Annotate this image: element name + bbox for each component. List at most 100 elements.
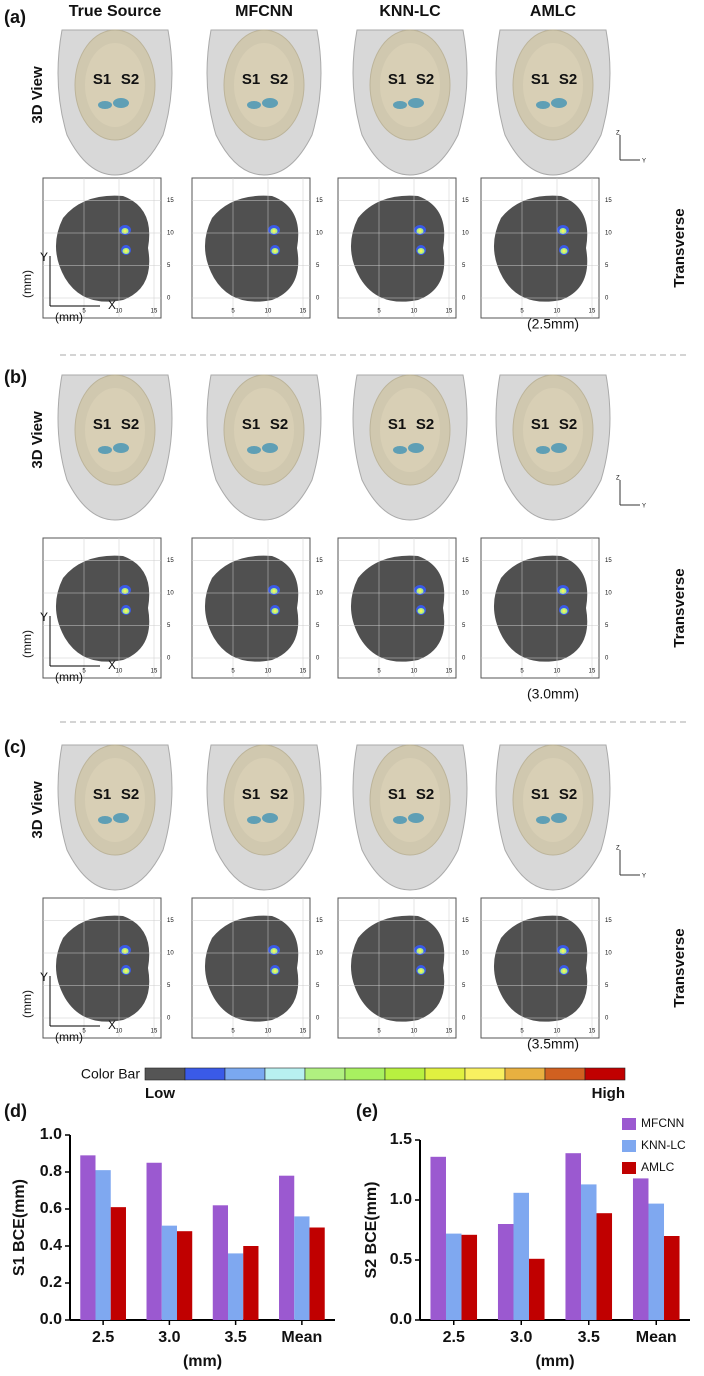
axis-3d-label: Z bbox=[616, 476, 620, 482]
transverse-slice: 0 5 10 15 5 10 15 bbox=[191, 537, 323, 679]
axis-glyph-label: X bbox=[108, 1018, 116, 1032]
slice-tick-label: 5 bbox=[231, 669, 235, 675]
slice-tick-label: 0 bbox=[462, 656, 466, 662]
axis-glyph-label: (mm) bbox=[20, 270, 34, 298]
source-blob bbox=[393, 101, 407, 109]
axis-3d-label: Y bbox=[642, 874, 646, 880]
y-tick-label: 0.0 bbox=[390, 1311, 412, 1328]
bar bbox=[497, 1224, 514, 1320]
axis-glyph-label: (mm) bbox=[20, 630, 34, 658]
column-header: KNN-LC bbox=[379, 3, 441, 20]
transverse-slice: 0 5 10 15 5 10 15 bbox=[480, 177, 612, 319]
color-bar-high: High bbox=[592, 1085, 625, 1102]
legend-swatch bbox=[622, 1140, 636, 1152]
transverse-slice: 0 5 10 15 5 10 15 bbox=[42, 897, 174, 1039]
slice-tick-label: 15 bbox=[300, 309, 307, 315]
color-bar-segment bbox=[384, 1067, 426, 1081]
activation-spot bbox=[272, 949, 276, 953]
activation-spot bbox=[418, 949, 422, 953]
activation-spot bbox=[124, 969, 128, 973]
slice-tick-label: 15 bbox=[167, 918, 174, 924]
bar bbox=[445, 1233, 462, 1320]
y-axis-label: S1 BCE(mm) bbox=[11, 1179, 28, 1276]
source-label: S1 bbox=[531, 416, 549, 433]
panel-label: (e) bbox=[356, 1101, 378, 1121]
slice-tick-label: 5 bbox=[82, 1029, 86, 1035]
slice-tick-label: 5 bbox=[377, 309, 381, 315]
transverse-slice: 0 5 10 15 5 10 15 bbox=[191, 897, 323, 1039]
tissue bbox=[350, 555, 445, 662]
slice-tick-label: 5 bbox=[605, 263, 609, 269]
source-label: S1 bbox=[242, 786, 260, 803]
slice-tick-label: 5 bbox=[377, 669, 381, 675]
x-axis-label: (mm) bbox=[535, 1353, 574, 1370]
y-tick-label: 1.5 bbox=[390, 1131, 412, 1148]
brain-3d-view: S1 S2 bbox=[57, 29, 173, 176]
brain-3d-view: S1 S2 bbox=[495, 29, 611, 176]
slice-tick-label: 15 bbox=[167, 558, 174, 564]
source-blob bbox=[536, 446, 550, 454]
slice-tick-label: 10 bbox=[265, 669, 272, 675]
slice-tick-label: 15 bbox=[316, 558, 323, 564]
source-label: S1 bbox=[388, 416, 406, 433]
source-label: S2 bbox=[559, 416, 577, 433]
tissue bbox=[493, 915, 588, 1022]
brain-3d-view: S1 S2 bbox=[352, 744, 468, 891]
slice-tick-label: 0 bbox=[462, 296, 466, 302]
activation-spot bbox=[562, 969, 566, 973]
slice-tick-label: 5 bbox=[167, 623, 171, 629]
bar bbox=[580, 1184, 597, 1320]
source-label: S2 bbox=[416, 786, 434, 803]
color-bar-segment bbox=[144, 1067, 186, 1081]
slice-tick-label: 5 bbox=[82, 669, 86, 675]
bar bbox=[243, 1246, 259, 1320]
slice-tick-label: 15 bbox=[589, 669, 596, 675]
slice-tick-label: 10 bbox=[316, 591, 323, 597]
y-tick-label: 0.5 bbox=[390, 1251, 412, 1268]
x-tick-label: 3.0 bbox=[158, 1329, 180, 1346]
activation-spot bbox=[124, 609, 128, 613]
source-blob bbox=[408, 98, 424, 108]
bar bbox=[529, 1258, 545, 1320]
source-blob bbox=[247, 101, 261, 109]
source-label: S1 bbox=[531, 786, 549, 803]
bar bbox=[110, 1207, 126, 1320]
slice-tick-label: 15 bbox=[167, 198, 174, 204]
slice-tick-label: 5 bbox=[82, 309, 86, 315]
slice-tick-label: 0 bbox=[316, 656, 320, 662]
source-label: S2 bbox=[416, 71, 434, 88]
slice-tick-label: 10 bbox=[411, 669, 418, 675]
tissue bbox=[493, 555, 588, 662]
slice-tick-label: 5 bbox=[520, 1029, 524, 1035]
slice-tick-label: 5 bbox=[316, 983, 320, 989]
slice-tick-label: 0 bbox=[167, 296, 171, 302]
source-label: S2 bbox=[270, 786, 288, 803]
slice-tick-label: 5 bbox=[605, 623, 609, 629]
slice-tick-label: 10 bbox=[554, 309, 561, 315]
color-bar-segment bbox=[344, 1067, 386, 1081]
slice-tick-label: 10 bbox=[605, 591, 612, 597]
slice-tick-label: 5 bbox=[462, 263, 466, 269]
bar bbox=[80, 1155, 96, 1320]
source-blob bbox=[262, 443, 278, 453]
source-blob bbox=[98, 101, 112, 109]
source-label: S1 bbox=[93, 71, 111, 88]
slice-tick-label: 10 bbox=[554, 1029, 561, 1035]
panel-label: (d) bbox=[4, 1101, 27, 1121]
bar bbox=[294, 1216, 310, 1320]
brain-3d-view: S1 S2 bbox=[57, 374, 173, 521]
source-blob bbox=[98, 446, 112, 454]
slice-tick-label: 5 bbox=[316, 623, 320, 629]
bar bbox=[212, 1205, 229, 1320]
bar bbox=[176, 1231, 193, 1320]
color-bar-segment bbox=[184, 1067, 226, 1081]
source-label: S2 bbox=[121, 71, 139, 88]
source-label: S2 bbox=[121, 786, 139, 803]
x-tick-label: 2.5 bbox=[92, 1329, 114, 1346]
source-label: S2 bbox=[270, 71, 288, 88]
slice-tick-label: 10 bbox=[605, 951, 612, 957]
legend-swatch bbox=[622, 1162, 636, 1174]
slice-tick-label: 0 bbox=[462, 1016, 466, 1022]
slice-tick-label: 15 bbox=[446, 669, 453, 675]
